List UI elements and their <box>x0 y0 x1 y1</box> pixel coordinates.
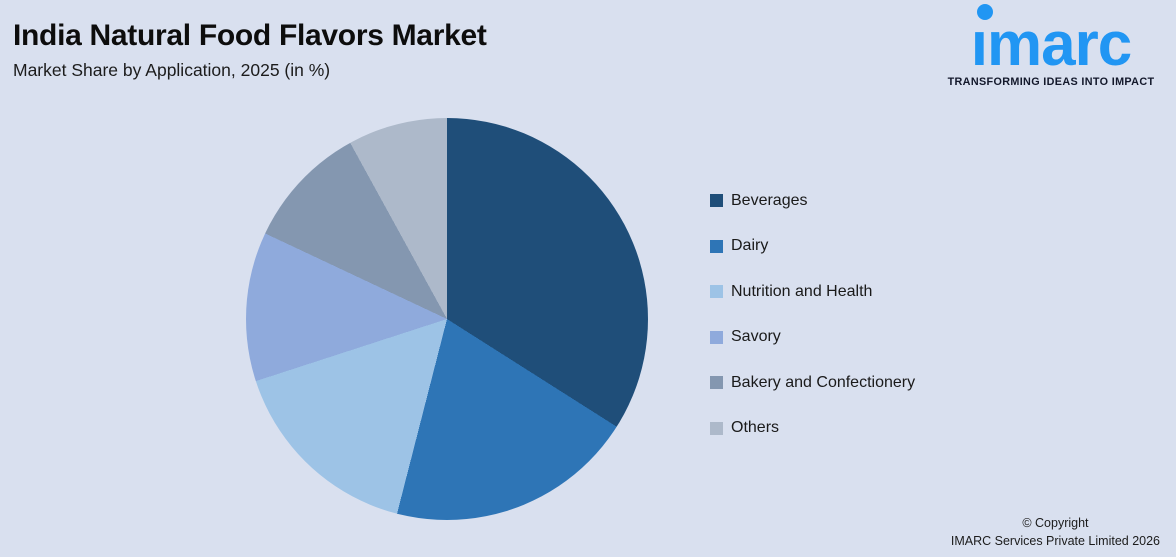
legend-item-dairy: Dairy <box>710 236 915 257</box>
legend-label: Savory <box>731 328 781 345</box>
legend-item-savory: Savory <box>710 327 915 348</box>
legend-item-bakery-and-confectionery: Bakery and Confectionery <box>710 372 915 393</box>
header: India Natural Food Flavors Market Market… <box>13 18 487 81</box>
legend-item-nutrition-and-health: Nutrition and Health <box>710 281 915 302</box>
page-title: India Natural Food Flavors Market <box>13 19 487 52</box>
legend-swatch-others <box>710 421 723 435</box>
legend-swatch-beverages <box>710 194 723 207</box>
legend-label: Dairy <box>731 237 769 254</box>
legend-item-others: Others <box>710 418 915 439</box>
legend-swatch-bakery-and-confectionery <box>710 376 723 389</box>
copyright-line2: IMARC Services Private Limited 2026 <box>950 533 1160 548</box>
legend-label: Bakery and Confectionery <box>731 373 916 391</box>
legend-swatch-nutrition-and-health <box>710 285 723 298</box>
legend-label: Beverages <box>731 191 808 209</box>
page-subtitle: Market Share by Application, 2025 (in %) <box>13 60 331 80</box>
copyright-line1: © Copyright <box>1022 516 1089 530</box>
copyright-notice: © Copyright IMARC Services Private Limit… <box>951 515 1160 550</box>
imarc-logo-text: ımarc <box>970 10 1132 79</box>
legend-swatch-savory <box>710 330 723 344</box>
imarc-logo: ımarc TRANSFORMING IDEAS INTO IMPACT <box>936 4 1166 88</box>
chart-legend: Beverages Dairy Nutrition and Health Sav… <box>710 190 915 439</box>
imarc-logo-dot-icon <box>976 4 993 20</box>
legend-label: Others <box>731 419 780 436</box>
pie-chart <box>246 118 648 520</box>
imarc-logo-tagline: TRANSFORMING IDEAS INTO IMPACT <box>947 75 1155 88</box>
legend-swatch-dairy <box>710 239 723 253</box>
legend-label: Nutrition and Health <box>731 282 873 300</box>
legend-item-beverages: Beverages <box>710 190 915 211</box>
